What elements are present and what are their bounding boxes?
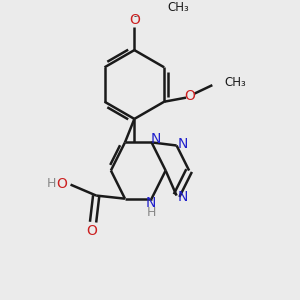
Text: N: N [178, 190, 188, 204]
Text: N: N [150, 132, 160, 146]
Text: H: H [146, 206, 156, 219]
Text: N: N [146, 196, 156, 210]
Text: O: O [184, 89, 195, 103]
Text: N: N [178, 137, 188, 151]
Text: O: O [56, 177, 67, 191]
Text: CH₃: CH₃ [167, 2, 189, 14]
Text: O: O [129, 13, 140, 27]
Text: CH₃: CH₃ [224, 76, 246, 89]
Text: O: O [86, 224, 97, 238]
Text: H: H [46, 178, 56, 190]
